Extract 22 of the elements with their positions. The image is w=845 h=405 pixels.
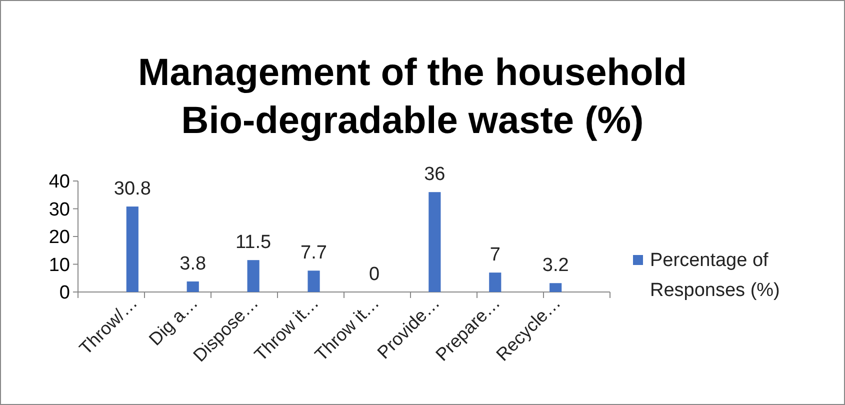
data-label: 3.8 <box>180 253 206 274</box>
chart-title: Management of the household Bio-degradable waste (%) <box>138 52 687 142</box>
y-tick-label: 30 <box>48 199 70 220</box>
bar <box>428 192 441 292</box>
y-tick-label: 20 <box>48 227 70 248</box>
bar <box>126 206 138 292</box>
data-label: 7.7 <box>300 242 327 264</box>
data-label: 7 <box>490 244 500 266</box>
data-label: 3.2 <box>542 255 569 276</box>
y-tick-label: 10 <box>48 254 70 276</box>
y-tick-label: 0 <box>59 282 70 304</box>
bar <box>550 283 562 292</box>
data-label: 30.8 <box>114 178 151 200</box>
bar <box>308 270 320 292</box>
legend-label: Percentage of Responses (%) <box>650 250 780 301</box>
bar <box>247 260 260 292</box>
data-label: 0 <box>368 264 380 285</box>
bar <box>186 281 199 292</box>
bar <box>489 272 502 292</box>
y-tick-label: 40 <box>48 172 70 193</box>
data-label: 36 <box>424 164 446 186</box>
data-label: 11.5 <box>236 232 272 254</box>
